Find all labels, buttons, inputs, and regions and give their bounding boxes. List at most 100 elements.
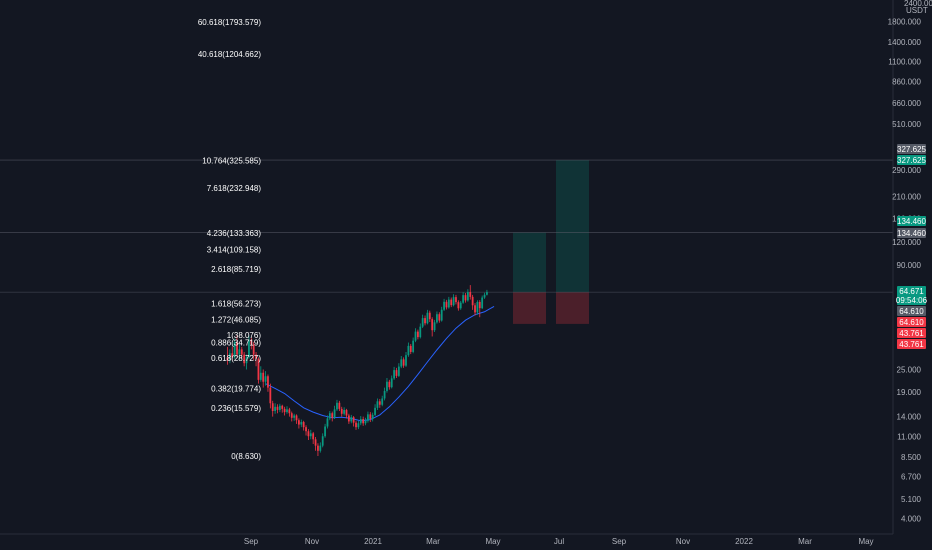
candle-body	[278, 405, 281, 410]
candle-body	[474, 305, 476, 313]
candle-body	[264, 376, 267, 382]
fib-level-label: 7.618(232.948)	[207, 184, 262, 193]
candle-body	[307, 431, 310, 437]
candles	[226, 285, 488, 456]
y-tick-label: 1400.000	[888, 38, 922, 47]
x-tick-label: Mar	[798, 537, 812, 546]
x-tick-label: Sep	[244, 537, 259, 546]
candle-body	[402, 359, 405, 366]
candle-body	[328, 413, 331, 419]
position-tools[interactable]	[513, 160, 589, 324]
y-tick-label: 25.000	[897, 365, 922, 374]
candle-body	[438, 314, 441, 321]
candle-body	[407, 345, 410, 356]
candle-body	[386, 381, 388, 391]
candle-body	[269, 387, 272, 404]
price-tags: 327.625 327.625 134.460 134.460 64.67109:54:…	[896, 144, 928, 349]
candle-body	[245, 357, 248, 364]
candle-body	[376, 401, 379, 408]
x-tick-label: Jul	[554, 537, 564, 546]
candle-body	[400, 359, 403, 367]
candle-body	[333, 409, 336, 418]
fib-level-label: 2.618(85.719)	[211, 265, 261, 274]
price-tag	[897, 144, 926, 154]
candle-body	[476, 301, 479, 313]
candle-body	[443, 301, 445, 310]
candle-body	[343, 409, 346, 414]
y-tick-label: 290.000	[892, 166, 921, 175]
fib-level-label: 0.618(28.727)	[211, 354, 261, 363]
position-stop-zone[interactable]	[513, 292, 546, 324]
price-tag-label: 64.610	[899, 307, 924, 316]
candle-body	[259, 372, 262, 380]
price-tag	[897, 216, 926, 226]
candle-body	[431, 319, 434, 331]
candle-body	[428, 312, 431, 320]
candle-body	[276, 406, 279, 410]
position-target-zone[interactable]	[513, 232, 546, 293]
candle-body	[469, 292, 472, 297]
candle-body	[255, 354, 257, 359]
y-tick-label: 8.500	[901, 453, 922, 462]
candle-body	[319, 445, 322, 451]
y-tick-label: 1800.000	[888, 17, 922, 26]
fib-level-label: 3.414(109.158)	[207, 246, 262, 255]
fib-level-label: 40.618(1204.662)	[198, 50, 262, 59]
candle-body	[409, 345, 412, 352]
x-tick-label: 2022	[735, 537, 753, 546]
candle-body	[300, 422, 303, 425]
candle-body	[395, 370, 398, 376]
candle-body	[305, 427, 307, 432]
candle-body	[383, 390, 386, 399]
y-tick-label: 660.000	[892, 99, 921, 108]
y-tick-label: 90.000	[897, 261, 922, 270]
candle-body	[462, 295, 465, 303]
x-tick-label: Nov	[305, 537, 319, 546]
candle-body	[371, 414, 374, 419]
position-stop-zone[interactable]	[556, 292, 589, 324]
candle-body	[336, 402, 338, 410]
x-tick-label: 2021	[364, 537, 382, 546]
y-tick-top-partial: 2400.000	[904, 0, 932, 8]
candle-body	[252, 344, 255, 355]
candle-body	[466, 292, 469, 301]
price-tag	[897, 317, 926, 327]
candle-body	[352, 417, 355, 423]
fibonacci-labels: 60.618(1793.579) 40.618(1204.662) 10.764(3…	[198, 18, 262, 461]
candle-body	[483, 294, 486, 298]
price-tag-label: 327.625	[897, 145, 926, 154]
candle-body	[405, 355, 407, 366]
candle-body	[374, 407, 376, 415]
y-tick-label: 120.000	[892, 238, 921, 247]
candle-body	[309, 433, 312, 437]
y-tick-label: 14.000	[897, 413, 922, 422]
candle-body	[283, 408, 286, 413]
candle-body	[317, 445, 319, 451]
candle-body	[321, 436, 324, 446]
candle-body	[281, 405, 284, 409]
fib-level-label: 10.764(325.585)	[202, 157, 261, 166]
candle-body	[238, 349, 241, 355]
price-tag	[897, 286, 926, 305]
candle-body	[359, 418, 362, 424]
position-target-zone[interactable]	[556, 160, 589, 293]
candle-body	[243, 354, 246, 364]
candle-body	[267, 376, 269, 388]
candle-body	[295, 415, 298, 421]
price-lines	[0, 159, 893, 293]
candle-body	[459, 302, 462, 309]
candle-body	[367, 414, 369, 421]
candle-body	[445, 301, 448, 308]
price-tag-label: 43.761	[899, 340, 924, 349]
candle-body	[364, 420, 367, 424]
x-tick-label: Sep	[612, 537, 627, 546]
candle-body	[414, 331, 417, 341]
candle-body	[340, 408, 343, 414]
time-axis[interactable]: Sep Nov 2021 Mar May Jul Sep Nov 2022 Mar May	[244, 537, 874, 546]
candle-body	[331, 413, 334, 418]
candle-body	[233, 342, 236, 358]
y-tick-label: 19.000	[897, 388, 922, 397]
currency-label: USDT	[906, 6, 928, 15]
